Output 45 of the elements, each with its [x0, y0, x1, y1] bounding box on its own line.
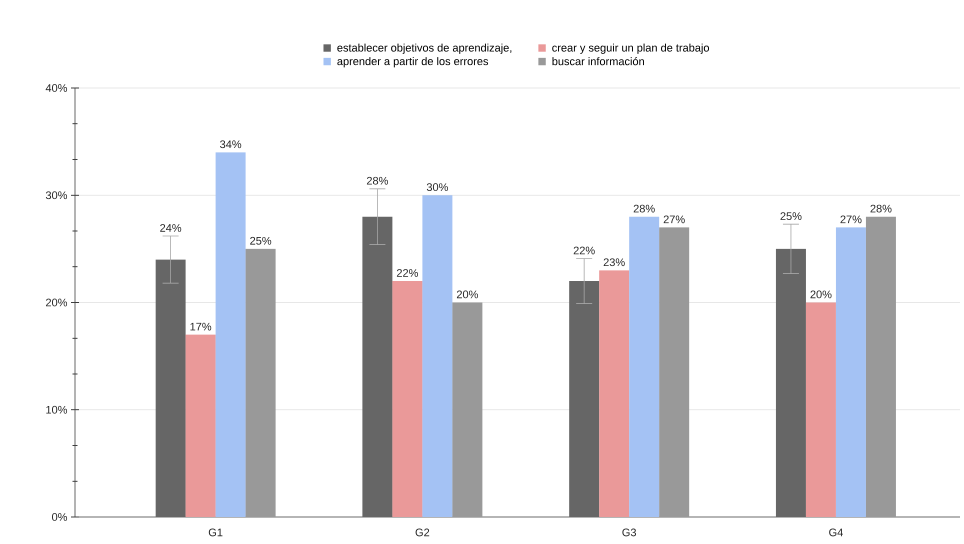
data-label: 27% [840, 215, 862, 224]
legend-label: establecer objetivos de aprendizaje, [337, 44, 512, 54]
data-label: 22% [574, 246, 595, 254]
data-label: 28% [366, 176, 388, 185]
x-tick-label: G2 [416, 528, 430, 536]
legend-label: crear y seguir un plan de trabajo [552, 44, 710, 54]
data-label: 23% [604, 258, 625, 266]
bar [569, 281, 600, 517]
bar [392, 281, 422, 517]
data-label: 24% [160, 224, 182, 232]
bar [216, 152, 246, 517]
data-label: 25% [780, 212, 802, 220]
bar [836, 227, 866, 517]
data-label: 28% [870, 204, 892, 212]
bar [246, 248, 276, 517]
x-tick-label: G4 [829, 528, 843, 536]
bar [362, 216, 392, 517]
y-tick-label: 0% [52, 513, 68, 521]
bar [629, 216, 660, 517]
data-label: 34% [220, 140, 242, 148]
x-tick-label: G1 [208, 528, 222, 536]
data-label: 20% [810, 290, 832, 298]
data-label: 20% [456, 290, 478, 298]
bar [659, 227, 690, 517]
legend-label: buscar información [552, 57, 644, 66]
y-tick-label: 20% [46, 298, 68, 306]
bar [776, 248, 806, 517]
x-tick-label: G3 [622, 528, 636, 536]
data-label: 25% [250, 236, 272, 245]
data-label: 30% [426, 183, 448, 192]
bar [866, 216, 896, 517]
bar [452, 302, 482, 517]
data-label: 22% [396, 269, 418, 277]
data-label: 17% [190, 322, 212, 330]
y-tick-label: 10% [46, 406, 68, 414]
data-label: 28% [634, 204, 655, 212]
bar [806, 302, 836, 517]
legend-label: aprender a partir de los errores [337, 57, 488, 68]
bar [186, 334, 216, 517]
bar [156, 260, 186, 517]
y-tick-label: 30% [46, 191, 68, 200]
data-label: 27% [664, 215, 685, 224]
bar [422, 195, 452, 517]
y-tick-label: 40% [46, 84, 68, 92]
bar [599, 270, 630, 517]
